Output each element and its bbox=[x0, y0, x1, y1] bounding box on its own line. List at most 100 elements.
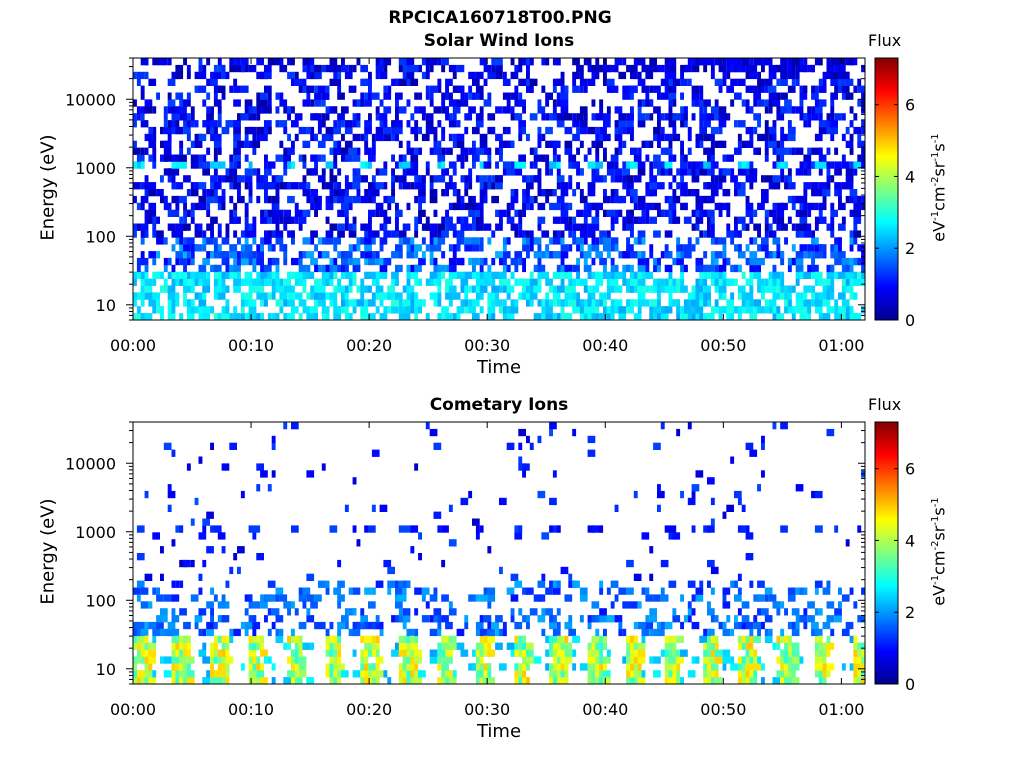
heatmap-cell bbox=[572, 278, 577, 286]
heatmap-cell bbox=[136, 292, 145, 300]
heatmap-cell bbox=[707, 182, 711, 190]
heatmap-cell bbox=[626, 278, 634, 286]
heatmap-cell bbox=[691, 209, 700, 217]
heatmap-cell bbox=[506, 126, 511, 135]
heatmap-cell bbox=[248, 195, 253, 204]
heatmap-cell bbox=[441, 642, 449, 650]
heatmap-cell bbox=[514, 85, 519, 93]
heatmap-cell bbox=[429, 223, 438, 231]
heatmap-cell bbox=[140, 601, 149, 609]
heatmap-cell bbox=[645, 64, 654, 73]
heatmap-cell bbox=[780, 278, 785, 286]
heatmap-cell bbox=[749, 168, 758, 176]
heatmap-cell bbox=[556, 621, 561, 630]
heatmap-cell bbox=[160, 573, 164, 581]
heatmap-cell bbox=[668, 78, 673, 86]
heatmap-cell bbox=[784, 292, 788, 300]
heatmap-cell bbox=[861, 670, 865, 678]
heatmap-cell bbox=[360, 161, 365, 169]
heatmap-cell bbox=[175, 251, 184, 259]
heatmap-cell bbox=[552, 216, 561, 224]
heatmap-cell bbox=[279, 306, 284, 314]
heatmap-cell bbox=[186, 133, 191, 142]
heatmap-cell bbox=[229, 635, 234, 643]
heatmap-cell bbox=[522, 470, 526, 478]
heatmap-cell bbox=[768, 85, 777, 93]
heatmap-cell bbox=[745, 244, 750, 252]
heatmap-cell bbox=[425, 126, 434, 135]
heatmap-cell bbox=[630, 209, 634, 217]
heatmap-cell bbox=[398, 580, 407, 588]
heatmap-cell bbox=[657, 484, 661, 492]
heatmap-cell bbox=[156, 271, 160, 279]
heatmap-cell bbox=[707, 525, 715, 533]
heatmap-cell bbox=[722, 271, 727, 279]
heatmap-cell bbox=[622, 271, 627, 279]
heatmap-cell bbox=[260, 71, 268, 80]
heatmap-cell bbox=[244, 628, 249, 637]
heatmap-cell bbox=[287, 635, 291, 643]
heatmap-cell bbox=[479, 244, 484, 252]
heatmap-cell bbox=[606, 230, 611, 238]
heatmap-cell bbox=[225, 663, 230, 671]
heatmap-cell bbox=[499, 175, 503, 183]
heatmap-cell bbox=[171, 670, 180, 678]
heatmap-cell bbox=[772, 677, 781, 685]
heatmap-cell bbox=[799, 85, 808, 93]
heatmap-cell bbox=[610, 64, 619, 73]
heatmap-cell bbox=[221, 677, 226, 685]
heatmap-cell bbox=[448, 133, 453, 142]
heatmap-cell bbox=[371, 182, 376, 190]
heatmap-cell bbox=[741, 182, 746, 190]
heatmap-cell bbox=[518, 649, 523, 657]
heatmap-cell bbox=[764, 140, 769, 148]
heatmap-cell bbox=[768, 126, 777, 135]
heatmap-cell bbox=[325, 642, 330, 650]
heatmap-cell bbox=[668, 113, 677, 121]
heatmap-cell bbox=[784, 608, 788, 616]
heatmap-cell bbox=[352, 587, 361, 595]
heatmap-cell bbox=[244, 99, 253, 107]
heatmap-cell bbox=[633, 71, 638, 80]
heatmap-cell bbox=[526, 663, 530, 671]
heatmap-cell bbox=[803, 271, 812, 279]
heatmap-cell bbox=[325, 663, 334, 671]
heatmap-cell bbox=[325, 182, 334, 190]
heatmap-cell bbox=[849, 120, 854, 128]
heatmap-cell bbox=[364, 663, 369, 671]
heatmap-cell bbox=[541, 573, 546, 581]
heatmap-cell bbox=[683, 264, 688, 273]
heatmap-cell bbox=[745, 306, 754, 314]
heatmap-cell bbox=[317, 580, 326, 588]
heatmap-cell bbox=[799, 587, 808, 595]
heatmap-cell bbox=[734, 230, 742, 238]
heatmap-cell bbox=[707, 677, 715, 685]
heatmap-cell bbox=[741, 677, 750, 685]
heatmap-cell bbox=[321, 463, 326, 471]
heatmap-cell bbox=[683, 120, 688, 128]
heatmap-cell bbox=[687, 133, 692, 142]
heatmap-cell bbox=[225, 175, 234, 183]
heatmap-cell bbox=[414, 92, 419, 100]
heatmap-cell bbox=[722, 154, 727, 162]
heatmap-cell bbox=[834, 257, 839, 266]
heatmap-cell bbox=[514, 670, 523, 678]
heatmap-cell bbox=[730, 168, 735, 176]
heatmap-cell bbox=[633, 490, 638, 499]
heatmap-cell bbox=[487, 292, 496, 300]
heatmap-cell bbox=[780, 656, 788, 664]
heatmap-cell bbox=[614, 285, 623, 293]
heatmap-cell bbox=[502, 628, 507, 637]
heatmap-cell bbox=[395, 161, 399, 169]
heatmap-cell bbox=[217, 85, 226, 93]
heatmap-cell bbox=[267, 313, 272, 321]
heatmap-cell bbox=[325, 202, 330, 211]
heatmap-cell bbox=[529, 161, 534, 169]
heatmap-cell bbox=[229, 216, 237, 224]
heatmap-cell bbox=[622, 601, 630, 609]
heatmap-cell bbox=[757, 278, 765, 286]
heatmap-cell bbox=[726, 278, 734, 286]
heatmap-cell bbox=[213, 635, 218, 643]
heatmap-cell bbox=[834, 608, 842, 616]
heatmap-cell bbox=[572, 133, 580, 142]
